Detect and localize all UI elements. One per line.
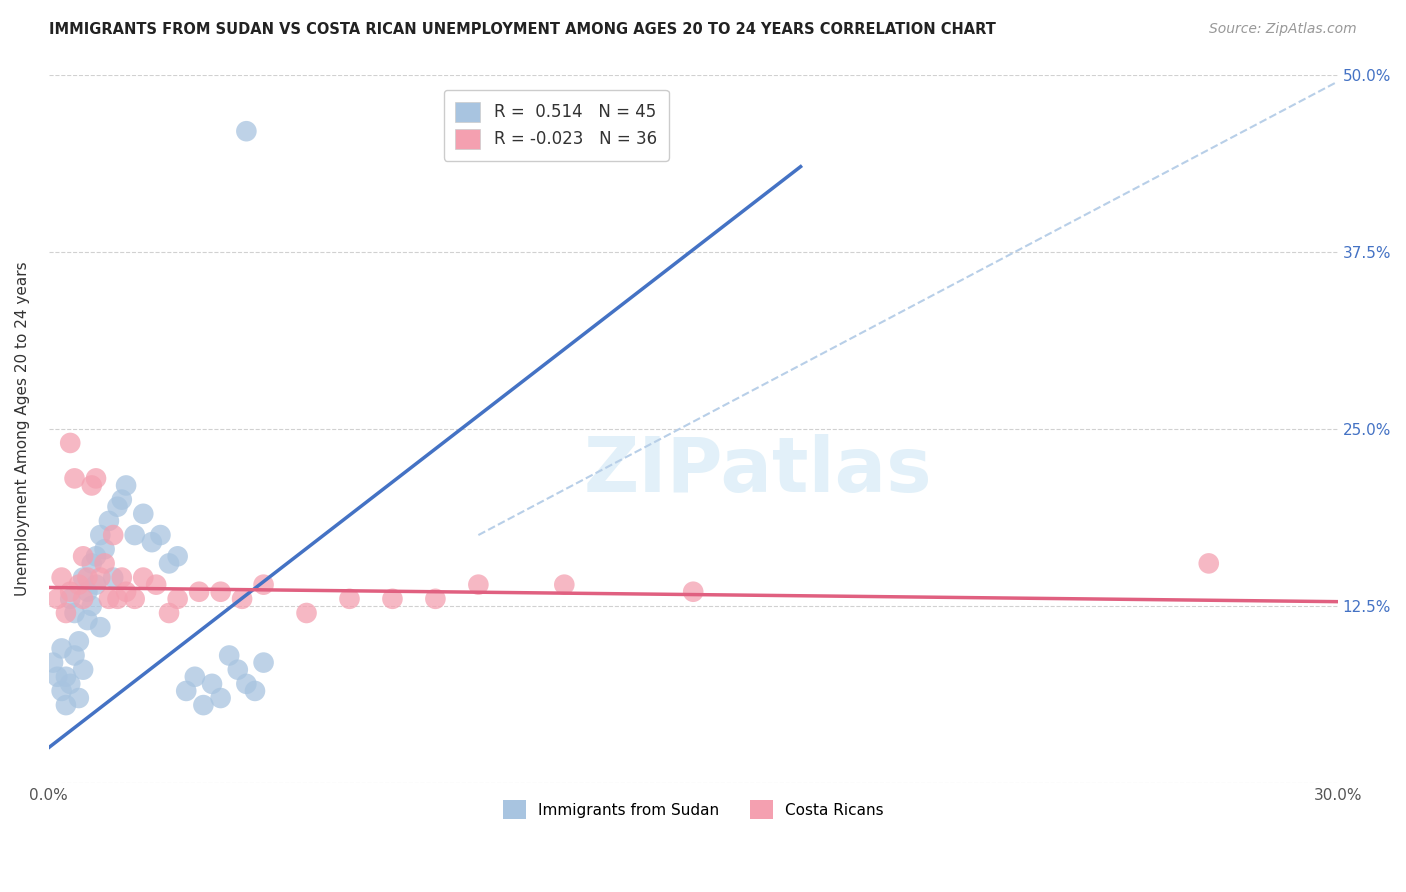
Point [111,492,134,507]
Point [209,584,232,599]
Point [141,535,163,549]
Point [231,591,253,606]
Point [184,670,207,684]
Point [295,606,318,620]
Point [124,528,146,542]
Point [59,584,82,599]
Point [93,542,115,557]
Point [80,557,103,571]
Point [67,577,90,591]
Point [115,478,138,492]
Point [97,514,120,528]
Point [63,606,86,620]
Y-axis label: Unemployment Among Ages 20 to 24 years: Unemployment Among Ages 20 to 24 years [15,261,30,596]
Point [166,591,188,606]
Point [157,606,180,620]
Point [682,584,704,599]
Point [76,584,98,599]
Point [72,591,94,606]
Point [149,528,172,542]
Point [252,577,274,591]
Point [235,124,257,138]
Point [80,599,103,613]
Legend: Immigrants from Sudan, Costa Ricans: Immigrants from Sudan, Costa Ricans [496,794,890,825]
Text: Source: ZipAtlas.com: Source: ZipAtlas.com [1209,22,1357,37]
Point [157,557,180,571]
Point [97,591,120,606]
Point [89,528,111,542]
Point [107,500,129,514]
Point [72,570,94,584]
Point [46,670,69,684]
Point [107,591,129,606]
Point [93,557,115,571]
Point [84,577,107,591]
Text: ZIPatlas: ZIPatlas [583,434,932,508]
Point [67,691,90,706]
Point [103,528,125,542]
Point [63,648,86,663]
Point [59,677,82,691]
Point [209,691,232,706]
Point [89,620,111,634]
Point [46,591,69,606]
Point [235,677,257,691]
Point [84,549,107,564]
Point [72,549,94,564]
Point [76,613,98,627]
Point [84,471,107,485]
Point [218,648,240,663]
Point [55,698,77,712]
Point [339,591,361,606]
Point [1198,557,1220,571]
Point [55,670,77,684]
Point [59,436,82,450]
Point [252,656,274,670]
Point [132,507,155,521]
Point [89,570,111,584]
Point [132,570,155,584]
Point [103,570,125,584]
Point [76,570,98,584]
Point [55,606,77,620]
Point [80,478,103,492]
Point [111,570,134,584]
Point [115,584,138,599]
Point [63,471,86,485]
Point [124,591,146,606]
Point [201,677,224,691]
Point [193,698,215,712]
Point [425,591,447,606]
Point [51,570,73,584]
Point [243,684,266,698]
Point [67,634,90,648]
Point [174,684,197,698]
Point [188,584,211,599]
Text: IMMIGRANTS FROM SUDAN VS COSTA RICAN UNEMPLOYMENT AMONG AGES 20 TO 24 YEARS CORR: IMMIGRANTS FROM SUDAN VS COSTA RICAN UNE… [49,22,995,37]
Point [226,663,249,677]
Point [59,591,82,606]
Point [51,684,73,698]
Point [467,577,489,591]
Point [166,549,188,564]
Point [51,641,73,656]
Point [42,656,65,670]
Point [145,577,167,591]
Point [553,577,575,591]
Point [72,663,94,677]
Point [381,591,404,606]
